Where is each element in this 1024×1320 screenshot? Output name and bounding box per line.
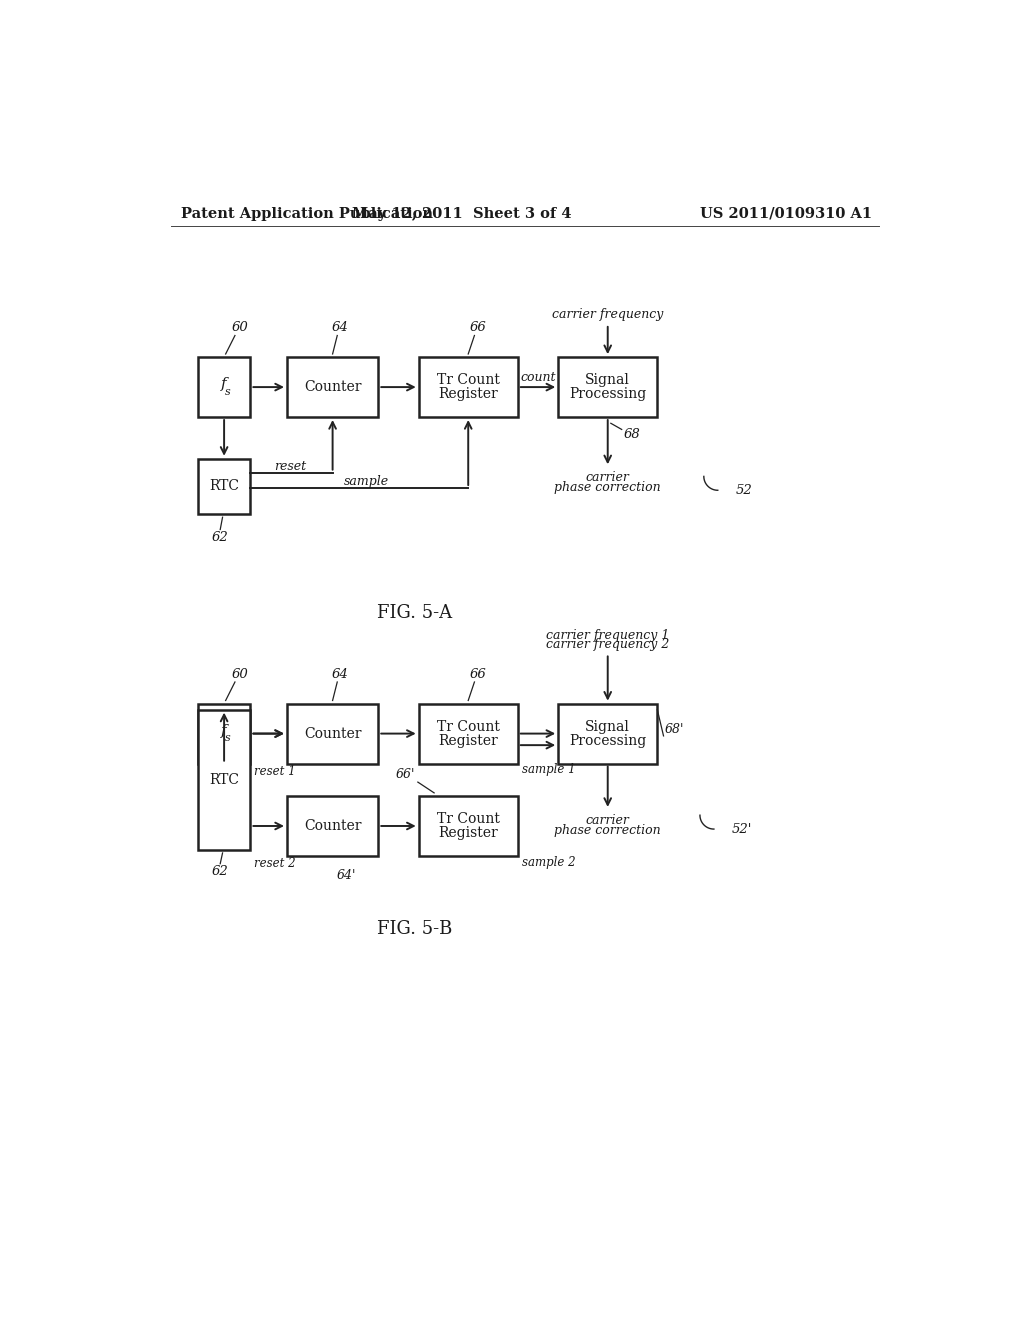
Text: sample 1: sample 1: [521, 763, 575, 776]
Text: Processing: Processing: [569, 734, 646, 747]
Text: carrier: carrier: [586, 814, 630, 828]
Text: 52: 52: [735, 483, 753, 496]
Text: FIG. 5-A: FIG. 5-A: [377, 603, 453, 622]
Text: carrier: carrier: [586, 471, 630, 484]
Text: Tr Count: Tr Count: [437, 374, 500, 387]
Text: 68': 68': [665, 723, 684, 737]
Text: 64: 64: [332, 668, 349, 681]
Text: 62: 62: [212, 865, 228, 878]
Bar: [198, 459, 251, 515]
Text: 66: 66: [469, 321, 486, 334]
Text: sample: sample: [343, 475, 388, 488]
Text: f: f: [221, 378, 227, 391]
Text: s: s: [225, 733, 230, 743]
Text: Tr Count: Tr Count: [437, 719, 500, 734]
Text: sample 2: sample 2: [521, 855, 575, 869]
Text: Tr Count: Tr Count: [437, 812, 500, 826]
Text: carrier frequency 2: carrier frequency 2: [546, 638, 670, 651]
Bar: [558, 704, 657, 763]
Text: Counter: Counter: [304, 726, 361, 741]
Bar: [419, 796, 518, 857]
Text: RTC: RTC: [209, 479, 239, 494]
Text: carrier frequency 1: carrier frequency 1: [546, 628, 670, 642]
Text: Register: Register: [438, 734, 498, 747]
Text: reset 1: reset 1: [254, 764, 296, 777]
Text: reset 2: reset 2: [254, 857, 296, 870]
Text: reset: reset: [273, 459, 306, 473]
Text: 64': 64': [337, 869, 356, 882]
Text: phase correction: phase correction: [554, 482, 662, 495]
Text: Patent Application Publication: Patent Application Publication: [180, 207, 433, 220]
Text: RTC: RTC: [209, 772, 239, 787]
Bar: [419, 358, 518, 417]
Text: 64: 64: [332, 321, 349, 334]
Text: count: count: [520, 371, 556, 384]
Text: FIG. 5-B: FIG. 5-B: [377, 920, 453, 939]
Text: 60: 60: [231, 321, 248, 334]
Text: 68: 68: [624, 428, 640, 441]
Text: 60: 60: [231, 668, 248, 681]
Text: Signal: Signal: [586, 719, 630, 734]
Text: phase correction: phase correction: [554, 824, 662, 837]
Text: Processing: Processing: [569, 387, 646, 401]
Bar: [198, 358, 251, 417]
Bar: [287, 796, 378, 857]
Text: May 12, 2011  Sheet 3 of 4: May 12, 2011 Sheet 3 of 4: [351, 207, 571, 220]
Text: Register: Register: [438, 387, 498, 401]
Text: Register: Register: [438, 826, 498, 840]
Text: 66: 66: [469, 668, 486, 681]
Bar: [198, 704, 251, 763]
Text: 62: 62: [212, 531, 228, 544]
Text: US 2011/0109310 A1: US 2011/0109310 A1: [699, 207, 872, 220]
Text: carrier frequency: carrier frequency: [552, 308, 664, 321]
Text: 66': 66': [395, 768, 415, 781]
Bar: [419, 704, 518, 763]
Text: s: s: [225, 387, 230, 397]
Bar: [558, 358, 657, 417]
Text: Counter: Counter: [304, 380, 361, 395]
Bar: [287, 358, 378, 417]
Bar: [198, 710, 251, 850]
Bar: [287, 704, 378, 763]
Text: f: f: [221, 723, 227, 738]
Text: 52': 52': [732, 822, 752, 836]
Text: Counter: Counter: [304, 818, 361, 833]
Text: Signal: Signal: [586, 374, 630, 387]
